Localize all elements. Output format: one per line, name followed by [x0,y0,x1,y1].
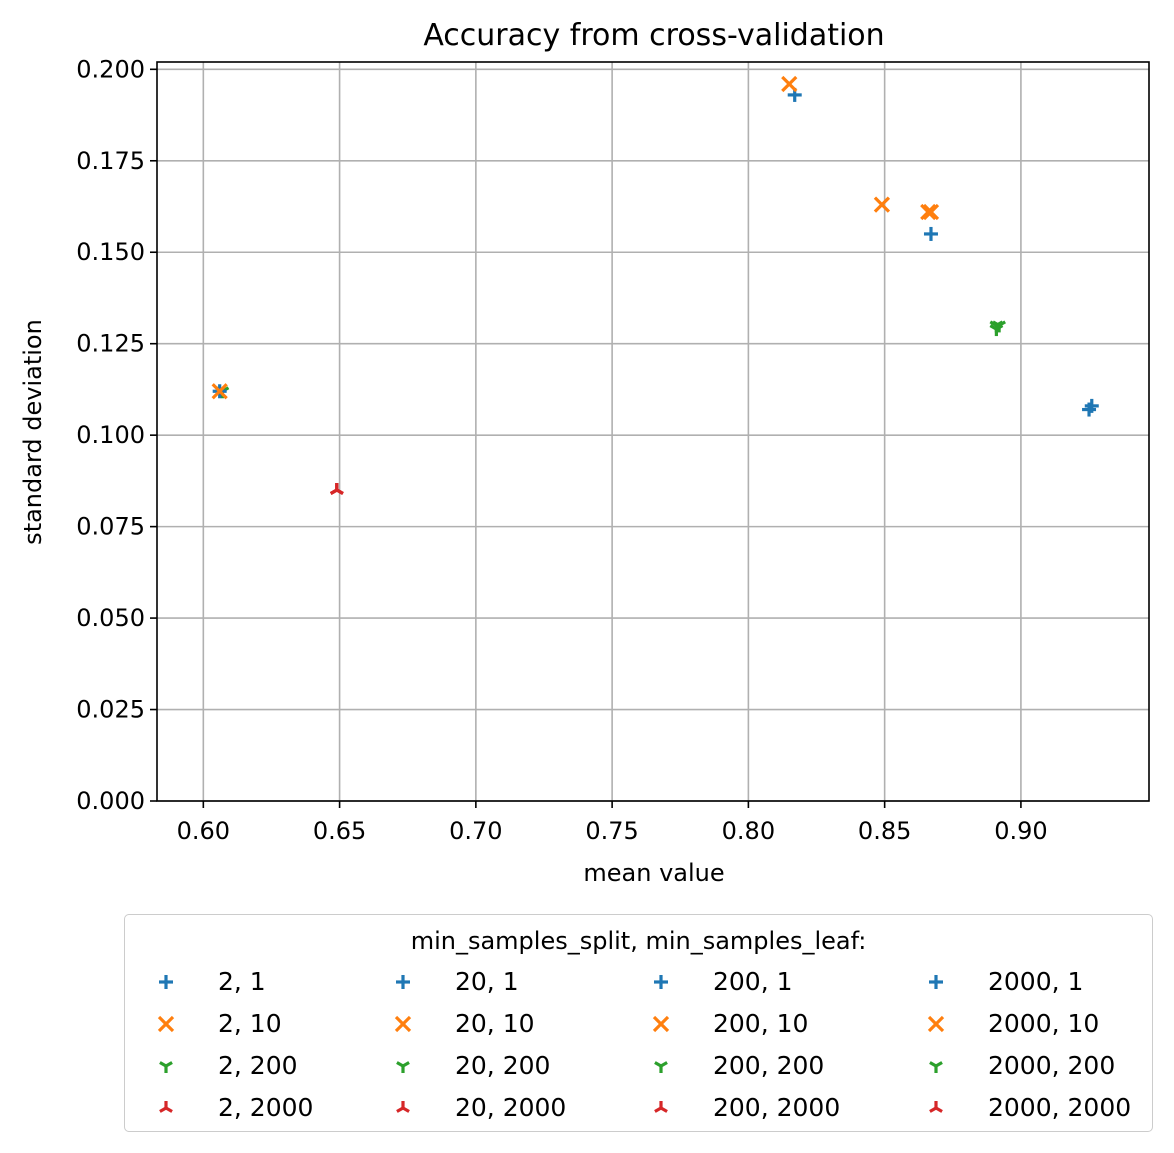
legend-marker-glyph [652,1015,670,1033]
legend-marker-glyph [654,1061,668,1073]
legend-label: 2, 10 [218,1009,282,1038]
y-tick-label: 0.000 [76,787,145,815]
legend-marker [159,1061,173,1073]
legend-label: 2000, 200 [988,1051,1116,1080]
x-tick-label: 0.60 [177,817,230,845]
y-tick-label: 0.150 [76,238,145,266]
data-point [922,203,940,221]
legend-marker [159,1101,173,1113]
legend-label: 2000, 2000 [988,1093,1132,1122]
legend-label: 200, 10 [713,1009,809,1038]
legend-marker-glyph [157,1015,175,1033]
data-point [329,483,344,495]
legend-marker [396,1061,410,1073]
legend-marker-glyph [159,975,173,989]
legend-marker [929,1101,943,1113]
legend-marker [929,1061,943,1073]
y-tick-label: 0.100 [76,421,145,449]
chart-title: Accuracy from cross-validation [423,18,884,53]
legend-label: 2, 200 [218,1051,298,1080]
x-tick-label: 0.75 [585,817,638,845]
data-point [211,383,228,400]
legend-marker [159,975,173,989]
legend-label: 2, 2000 [218,1093,314,1122]
data-point [873,196,891,213]
legend-marker [654,975,668,989]
legend-label: 200, 200 [713,1051,825,1080]
plot-area-frame [156,61,1150,802]
legend-marker-glyph [929,1101,943,1113]
legend-marker [157,1015,175,1033]
legend-marker [654,1101,668,1113]
legend-marker [654,1061,668,1073]
legend: min_samples_split, min_samples_leaf: 2, … [124,914,1153,1132]
legend-label: 200, 2000 [713,1093,841,1122]
data-point [920,203,937,221]
legend-marker-glyph [929,975,943,989]
legend-label: 20, 200 [455,1051,551,1080]
y-tick-label: 0.175 [76,147,145,175]
legend-label: 20, 10 [455,1009,535,1038]
data-point [781,75,798,93]
y-axis-label: standard deviation [19,319,47,545]
y-tick-label: 0.025 [76,696,145,724]
legend-marker [927,1015,945,1033]
legend-label: 20, 1 [455,967,519,996]
legend-label: 2, 1 [218,967,266,996]
legend-title: min_samples_split, min_samples_leaf: [410,927,867,955]
legend-marker-glyph [396,1101,410,1113]
y-axis-ticks: 0.000 0.025 0.050 0.075 0.100 0.125 0.150 0.175… [76,55,157,815]
legend-label: 2000, 1 [988,967,1084,996]
x-tick-label: 0.80 [722,817,775,845]
data-point [1084,398,1099,413]
x-axis-ticks: 0.60 0.65 0.70 0.75 0.80 0.85 0.90 [177,801,1048,845]
data-point [989,324,1004,337]
x-axis-label: mean value [583,859,724,887]
legend-marker [394,1015,412,1033]
legend-marker [396,1101,410,1113]
legend-marker-glyph [159,1061,173,1073]
x-tick-label: 0.85 [858,817,911,845]
legend-marker [652,1015,670,1033]
y-tick-label: 0.200 [76,55,145,83]
legend-label: 200, 1 [713,967,793,996]
x-tick-label: 0.90 [994,817,1047,845]
x-tick-label: 0.65 [313,817,366,845]
data-points [211,75,1099,495]
legend-label: 2000, 10 [988,1009,1100,1038]
legend-marker [929,975,943,989]
x-tick-label: 0.70 [449,817,502,845]
legend-marker-glyph [159,1101,173,1113]
data-point [923,226,938,241]
legend-marker-glyph [654,975,668,989]
legend-marker-glyph [394,1015,412,1033]
legend-marker-glyph [929,1061,943,1073]
legend-label: 20, 2000 [455,1093,567,1122]
y-tick-label: 0.050 [76,604,145,632]
y-tick-label: 0.125 [76,330,145,358]
grid [157,62,1149,802]
legend-marker-glyph [927,1015,945,1033]
y-tick-label: 0.075 [76,513,145,541]
legend-marker-glyph [396,1061,410,1073]
legend-marker [396,975,410,989]
legend-marker-glyph [654,1101,668,1113]
legend-marker-glyph [396,975,410,989]
